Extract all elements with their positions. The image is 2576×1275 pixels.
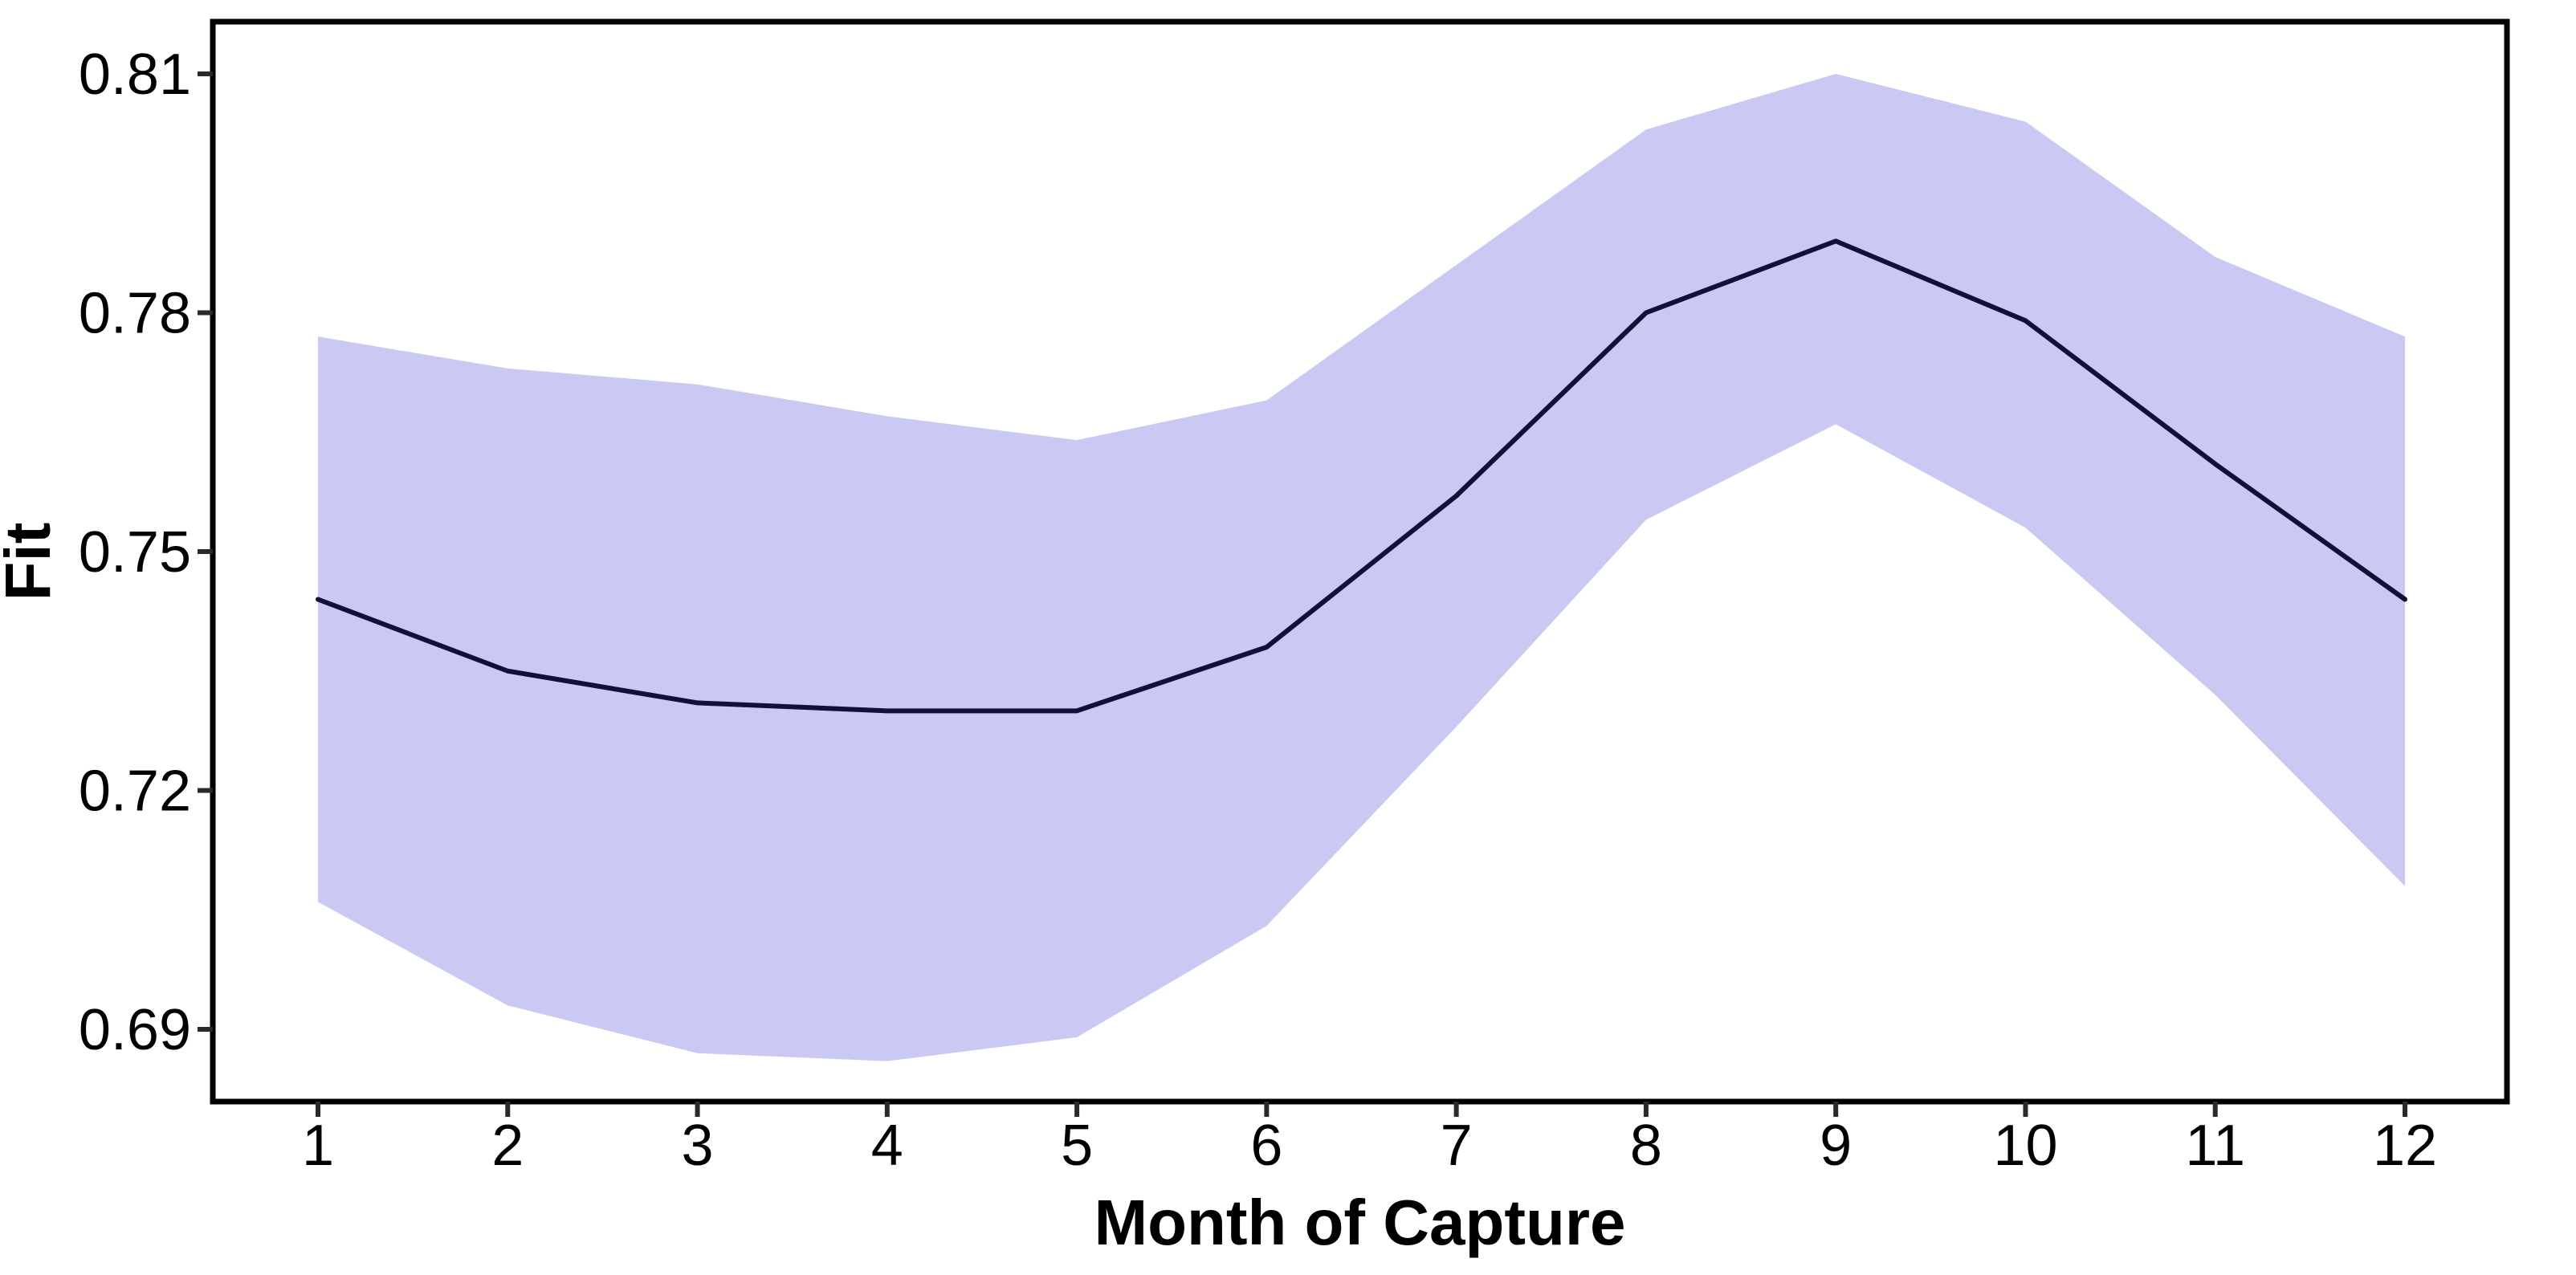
x-tick-label: 2 [491, 1114, 524, 1178]
x-tick-label: 3 [682, 1114, 714, 1178]
y-tick-label: 0.75 [79, 520, 191, 585]
x-tick-label: 11 [2185, 1114, 2245, 1178]
x-tick-label: 5 [1061, 1114, 1093, 1178]
y-axis-title: Fit [0, 523, 63, 601]
y-axis-tick-labels: 0.69 0.72 0.75 0.78 0.81 [79, 43, 191, 1062]
y-tick-label: 0.81 [79, 43, 191, 107]
x-tick-label: 7 [1441, 1114, 1473, 1178]
y-tick-label: 0.69 [79, 998, 191, 1062]
y-axis-ticks [198, 71, 213, 1032]
x-tick-label: 1 [302, 1114, 334, 1178]
x-tick-label: 4 [871, 1114, 903, 1178]
x-tick-label: 6 [1250, 1114, 1282, 1178]
y-tick-label: 0.72 [79, 760, 191, 824]
x-axis-ticks [316, 1102, 2407, 1117]
x-tick-label: 8 [1630, 1114, 1662, 1178]
x-axis-tick-labels: 1 2 3 4 5 6 7 8 9 10 11 12 [302, 1114, 2437, 1178]
fit-line [316, 238, 2407, 714]
panel-border [210, 18, 2510, 1105]
x-tick-label: 12 [2373, 1114, 2437, 1178]
x-tick-label: 9 [1820, 1114, 1852, 1178]
confidence-ribbon [318, 74, 2405, 1061]
x-axis-title: Month of Capture [1094, 1187, 1625, 1258]
y-tick-label: 0.78 [79, 282, 191, 346]
x-tick-label: 10 [1993, 1114, 2057, 1178]
